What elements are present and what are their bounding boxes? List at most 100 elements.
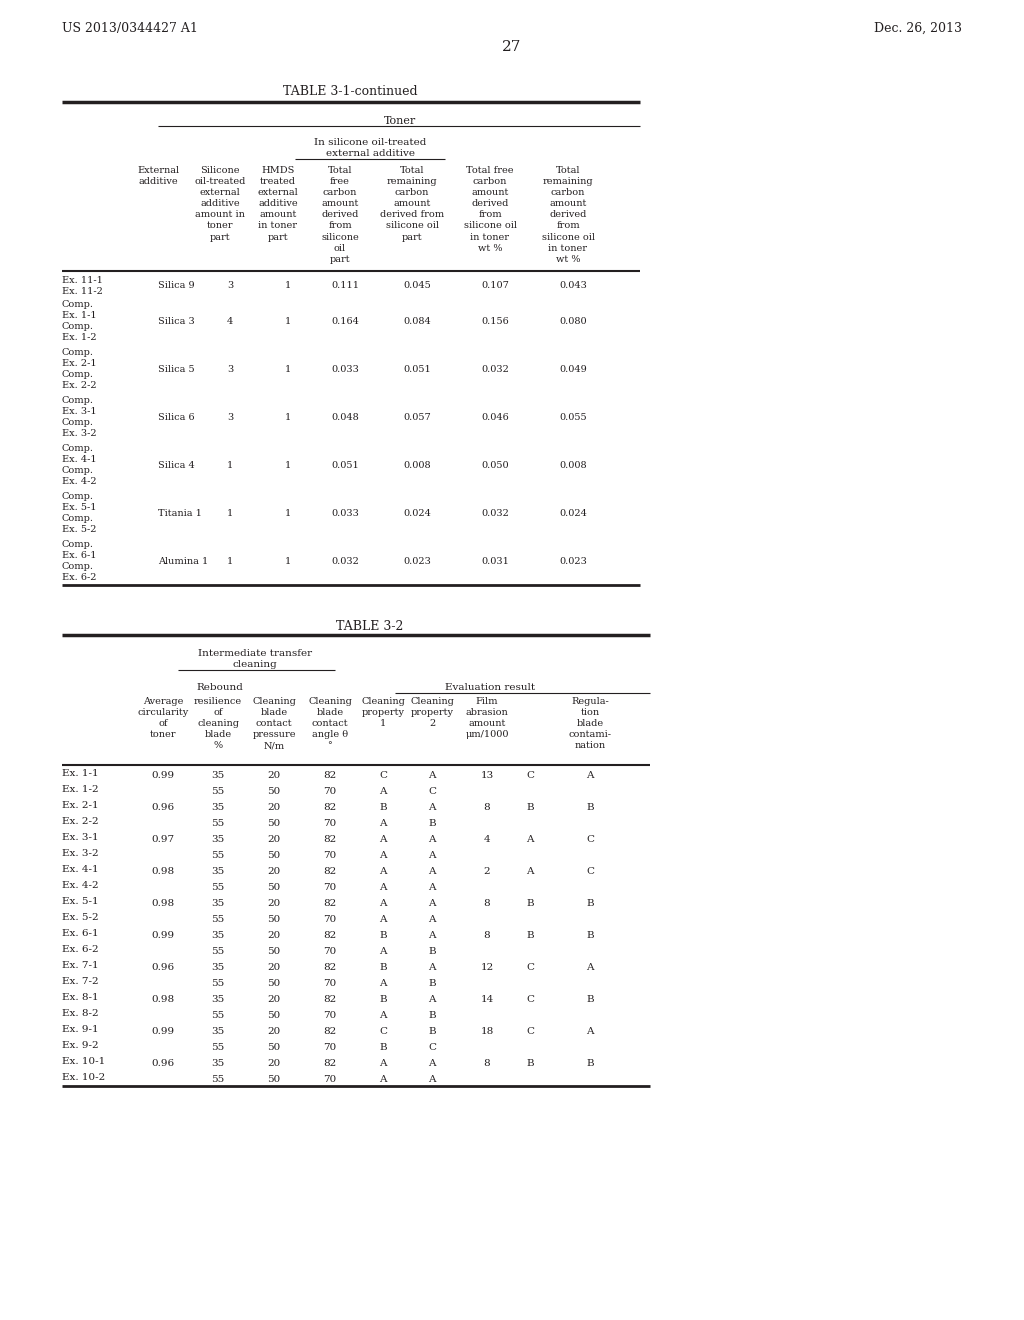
Text: A: A (428, 834, 436, 843)
Text: 0.156: 0.156 (481, 317, 509, 326)
Text: 0.107: 0.107 (481, 281, 509, 289)
Text: 3: 3 (227, 364, 233, 374)
Text: B: B (526, 931, 534, 940)
Text: A: A (379, 915, 387, 924)
Text: Toner: Toner (384, 116, 416, 125)
Text: 0.032: 0.032 (481, 508, 509, 517)
Text: 82: 82 (324, 834, 337, 843)
Text: 0.99: 0.99 (152, 771, 174, 780)
Text: Comp.
Ex. 2-1
Comp.
Ex. 2-2: Comp. Ex. 2-1 Comp. Ex. 2-2 (62, 348, 96, 391)
Text: 0.031: 0.031 (481, 557, 509, 565)
Text: A: A (379, 787, 387, 796)
Text: A: A (428, 803, 436, 812)
Text: 1: 1 (285, 281, 291, 289)
Text: 0.008: 0.008 (403, 461, 431, 470)
Text: Comp.
Ex. 3-1
Comp.
Ex. 3-2: Comp. Ex. 3-1 Comp. Ex. 3-2 (62, 396, 96, 438)
Text: 0.050: 0.050 (481, 461, 509, 470)
Text: 70: 70 (324, 1011, 337, 1019)
Text: 4: 4 (483, 834, 490, 843)
Text: B: B (428, 1027, 436, 1035)
Text: 0.98: 0.98 (152, 994, 174, 1003)
Text: 0.046: 0.046 (481, 412, 509, 421)
Text: 50: 50 (267, 1011, 281, 1019)
Text: Cleaning
property
2: Cleaning property 2 (410, 697, 454, 729)
Text: 0.051: 0.051 (331, 461, 358, 470)
Text: B: B (586, 899, 594, 908)
Text: 0.111: 0.111 (331, 281, 359, 289)
Text: 1: 1 (285, 557, 291, 565)
Text: 50: 50 (267, 946, 281, 956)
Text: 35: 35 (211, 931, 224, 940)
Text: cleaning: cleaning (232, 660, 278, 669)
Text: 8: 8 (483, 931, 490, 940)
Text: 18: 18 (480, 1027, 494, 1035)
Text: 27: 27 (503, 40, 521, 54)
Text: 0.98: 0.98 (152, 866, 174, 875)
Text: C: C (428, 787, 436, 796)
Text: Ex. 4-2: Ex. 4-2 (62, 880, 98, 890)
Text: Dec. 26, 2013: Dec. 26, 2013 (874, 22, 962, 36)
Text: 0.043: 0.043 (559, 281, 587, 289)
Text: A: A (526, 866, 534, 875)
Text: Cleaning
blade
contact
angle θ
°: Cleaning blade contact angle θ ° (308, 697, 352, 750)
Text: Total
remaining
carbon
amount
derived from
silicone oil
part: Total remaining carbon amount derived fr… (380, 166, 444, 242)
Text: B: B (586, 994, 594, 1003)
Text: C: C (526, 962, 534, 972)
Text: Ex. 8-1: Ex. 8-1 (62, 993, 98, 1002)
Text: Ex. 7-2: Ex. 7-2 (62, 977, 98, 986)
Text: Silica 3: Silica 3 (158, 317, 195, 326)
Text: Ex. 10-1: Ex. 10-1 (62, 1057, 105, 1067)
Text: 50: 50 (267, 1043, 281, 1052)
Text: 55: 55 (211, 1074, 224, 1084)
Text: 70: 70 (324, 915, 337, 924)
Text: Silica 9: Silica 9 (158, 281, 195, 289)
Text: Comp.
Ex. 1-1
Comp.
Ex. 1-2: Comp. Ex. 1-1 Comp. Ex. 1-2 (62, 300, 96, 342)
Text: B: B (526, 899, 534, 908)
Text: 35: 35 (211, 1059, 224, 1068)
Text: B: B (379, 803, 387, 812)
Text: 70: 70 (324, 1043, 337, 1052)
Text: 70: 70 (324, 946, 337, 956)
Text: Ex. 3-1: Ex. 3-1 (62, 833, 98, 842)
Text: 55: 55 (211, 787, 224, 796)
Text: 55: 55 (211, 1011, 224, 1019)
Text: 13: 13 (480, 771, 494, 780)
Text: 55: 55 (211, 818, 224, 828)
Text: 0.084: 0.084 (403, 317, 431, 326)
Text: 1: 1 (227, 461, 233, 470)
Text: External
additive: External additive (137, 166, 179, 186)
Text: Comp.
Ex. 5-1
Comp.
Ex. 5-2: Comp. Ex. 5-1 Comp. Ex. 5-2 (62, 492, 96, 535)
Text: 0.96: 0.96 (152, 803, 174, 812)
Text: C: C (526, 771, 534, 780)
Text: Ex. 8-2: Ex. 8-2 (62, 1008, 98, 1018)
Text: Comp.
Ex. 4-1
Comp.
Ex. 4-2: Comp. Ex. 4-1 Comp. Ex. 4-2 (62, 444, 96, 486)
Text: Alumina 1: Alumina 1 (158, 557, 208, 565)
Text: 0.048: 0.048 (331, 412, 358, 421)
Text: B: B (526, 803, 534, 812)
Text: 20: 20 (267, 931, 281, 940)
Text: A: A (379, 834, 387, 843)
Text: 70: 70 (324, 883, 337, 891)
Text: US 2013/0344427 A1: US 2013/0344427 A1 (62, 22, 198, 36)
Text: 0.96: 0.96 (152, 1059, 174, 1068)
Text: A: A (428, 850, 436, 859)
Text: Ex. 4-1: Ex. 4-1 (62, 865, 98, 874)
Text: 50: 50 (267, 978, 281, 987)
Text: Ex. 10-2: Ex. 10-2 (62, 1073, 105, 1082)
Text: B: B (379, 994, 387, 1003)
Text: A: A (587, 962, 594, 972)
Text: C: C (428, 1043, 436, 1052)
Text: 55: 55 (211, 978, 224, 987)
Text: 55: 55 (211, 883, 224, 891)
Text: A: A (379, 818, 387, 828)
Text: 8: 8 (483, 899, 490, 908)
Text: 82: 82 (324, 899, 337, 908)
Text: 50: 50 (267, 818, 281, 828)
Text: C: C (526, 1027, 534, 1035)
Text: B: B (379, 931, 387, 940)
Text: A: A (428, 1059, 436, 1068)
Text: 35: 35 (211, 803, 224, 812)
Text: 20: 20 (267, 834, 281, 843)
Text: Regula-
tion
blade
contami-
nation: Regula- tion blade contami- nation (568, 697, 611, 750)
Text: Ex. 2-2: Ex. 2-2 (62, 817, 98, 826)
